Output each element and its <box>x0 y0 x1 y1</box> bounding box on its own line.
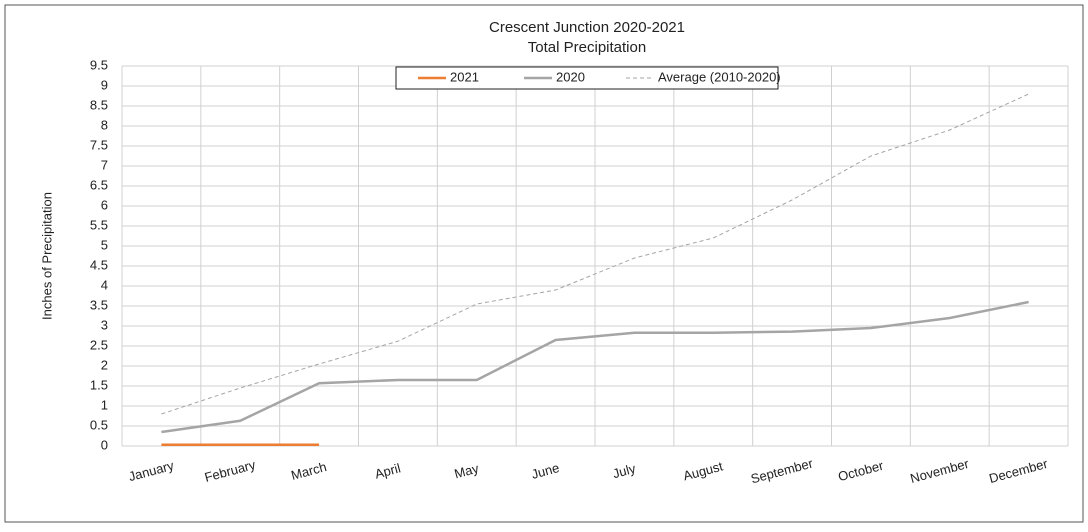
y-tick-label: 2.5 <box>90 337 108 352</box>
y-tick-label: 9 <box>101 77 108 92</box>
y-tick-label: 1 <box>101 397 108 412</box>
y-tick-label: 6.5 <box>90 177 108 192</box>
y-axis-label: Inches of Precipitation <box>39 192 54 320</box>
x-tick-label: April <box>373 460 402 481</box>
legend-label: 2021 <box>450 69 479 84</box>
x-tick-label: June <box>530 460 561 482</box>
chart-border <box>4 4 1084 523</box>
y-tick-label: 0 <box>101 437 108 452</box>
y-tick-label: 3 <box>101 317 108 332</box>
y-tick-label: 4.5 <box>90 257 108 272</box>
y-tick-label: 5.5 <box>90 217 108 232</box>
y-tick-label: 9.5 <box>90 57 108 72</box>
y-tick-label: 8.5 <box>90 97 108 112</box>
y-tick-label: 6 <box>101 197 108 212</box>
y-tick-label: 8 <box>101 117 108 132</box>
y-tick-label: 3.5 <box>90 297 108 312</box>
x-tick-label: July <box>611 461 638 482</box>
y-tick-label: 7 <box>101 157 108 172</box>
series-line <box>161 93 1029 415</box>
y-tick-label: 4 <box>101 277 108 292</box>
legend-label: Average (2010-2020) <box>658 69 781 84</box>
legend-box <box>395 66 779 90</box>
y-tick-label: 2 <box>101 357 108 372</box>
y-tick-label: 5 <box>101 237 108 252</box>
y-tick-label: 0.5 <box>90 417 108 432</box>
chart-title: Crescent Junction 2020-2021 <box>489 19 685 36</box>
chart-subtitle: Total Precipitation <box>528 39 646 56</box>
legend-label: 2020 <box>556 69 585 84</box>
y-tick-label: 7.5 <box>90 137 108 152</box>
x-tick-label: May <box>453 460 481 481</box>
y-tick-label: 1.5 <box>90 377 108 392</box>
series-line <box>161 300 1029 434</box>
